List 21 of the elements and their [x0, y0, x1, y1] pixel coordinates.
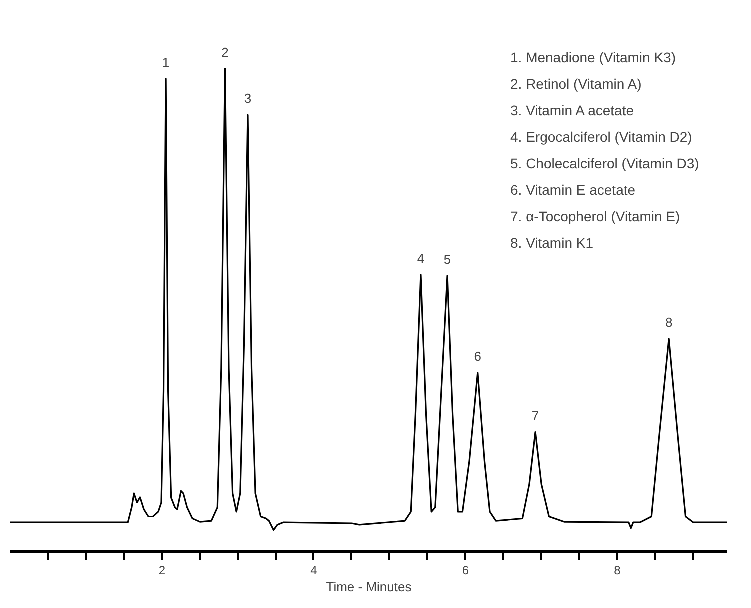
- annotation: 6. Vitamin E acetate: [510, 182, 636, 198]
- annotation: 3. Vitamin A acetate: [510, 102, 634, 118]
- annotation: 4. Ergocalciferol (Vitamin D2): [510, 129, 692, 145]
- annotation: 1: [162, 54, 170, 70]
- annotation: 3: [244, 91, 252, 106]
- text: 1. Menadione (Vitamin K3): [510, 50, 676, 66]
- annotation: 6: [474, 348, 482, 364]
- annotation: 2. Retinol (Vitamin A): [510, 76, 642, 92]
- x-tick-label: 4: [310, 564, 318, 578]
- annotation: 7. α-Tocopherol (Vitamin E): [510, 208, 680, 224]
- x-tick-label: 6: [462, 564, 470, 578]
- x-tick-label: 2: [158, 564, 166, 578]
- x-tick-label: 8: [614, 564, 622, 578]
- annotation: 8. Vitamin K1: [510, 235, 594, 251]
- annotation: 8: [665, 315, 673, 330]
- annotation: 2: [222, 44, 229, 60]
- x-axis-title: Time - Minutes: [326, 580, 412, 594]
- annotation: 5. Cholecalciferol (Vitamin D3): [510, 156, 700, 172]
- annotation: 4: [417, 250, 425, 266]
- annotation: 7: [532, 408, 540, 424]
- annotation: 5: [444, 252, 452, 267]
